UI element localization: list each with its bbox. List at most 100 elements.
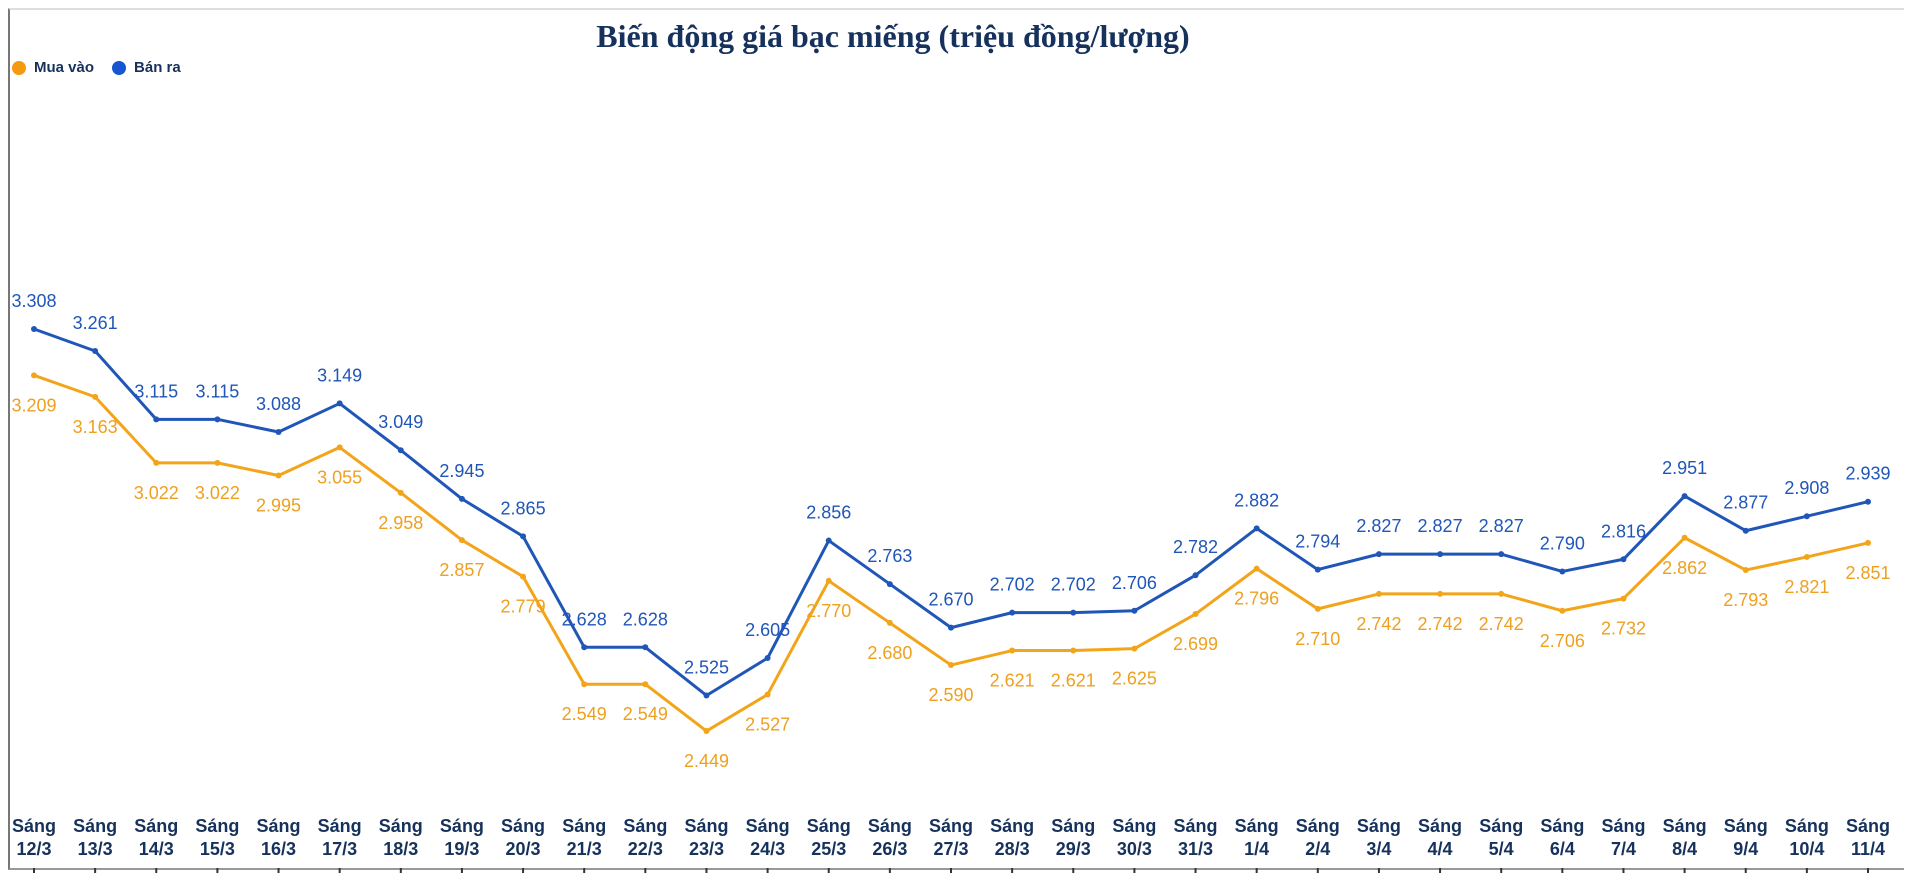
x-tick-label: Sáng 6/4 xyxy=(1540,816,1584,859)
data-point xyxy=(1375,551,1382,558)
x-tick-label: Sáng 3/4 xyxy=(1357,816,1401,859)
data-label: 2.877 xyxy=(1723,493,1768,513)
data-point xyxy=(1314,605,1321,612)
x-tick-label: Sáng 30/3 xyxy=(1112,816,1156,859)
data-point xyxy=(764,691,771,698)
data-label: 2.710 xyxy=(1295,629,1340,649)
data-point xyxy=(1070,647,1077,654)
data-point xyxy=(1803,553,1810,560)
x-tick-label: Sáng 17/3 xyxy=(318,816,362,859)
data-point xyxy=(1742,567,1749,574)
data-point xyxy=(1192,572,1199,579)
x-tick-label: Sáng 18/3 xyxy=(379,816,423,859)
series-line-ban-ra xyxy=(33,327,1869,697)
data-label: 2.951 xyxy=(1662,458,1707,478)
data-point xyxy=(581,681,588,688)
x-tick-label: Sáng 19/3 xyxy=(440,816,484,859)
data-label: 3.149 xyxy=(317,365,362,385)
data-label: 2.908 xyxy=(1784,478,1829,498)
data-point xyxy=(397,489,404,496)
x-tick-label: Sáng 14/3 xyxy=(134,816,178,859)
data-label: 2.945 xyxy=(439,461,484,481)
data-point xyxy=(703,692,710,699)
data-point xyxy=(764,655,771,662)
data-point xyxy=(1192,611,1199,618)
data-label: 2.625 xyxy=(1112,669,1157,689)
data-label: 2.742 xyxy=(1479,614,1524,634)
x-tick-label: Sáng 31/3 xyxy=(1174,816,1218,859)
data-label: 3.115 xyxy=(196,381,240,401)
x-tick-label: Sáng 9/4 xyxy=(1724,816,1768,859)
data-point xyxy=(397,447,404,454)
x-tick-label: Sáng 24/3 xyxy=(746,816,790,859)
data-point xyxy=(1070,609,1077,616)
data-point xyxy=(886,619,893,626)
x-tick-label: Sáng 28/3 xyxy=(990,816,1034,859)
x-tick-label: Sáng 1/4 xyxy=(1235,816,1279,859)
data-point xyxy=(703,728,710,735)
x-tick-label: Sáng 4/4 xyxy=(1418,816,1462,859)
data-label: 2.670 xyxy=(928,590,973,610)
data-point xyxy=(1559,568,1566,575)
data-point xyxy=(1620,595,1627,602)
data-label: 2.628 xyxy=(562,609,607,629)
x-tick-label: Sáng 7/4 xyxy=(1601,816,1645,859)
data-point xyxy=(948,662,954,669)
data-label: 2.939 xyxy=(1845,464,1890,484)
x-tick-label: Sáng 10/4 xyxy=(1785,816,1829,859)
data-label: 2.782 xyxy=(1173,537,1218,557)
data-label: 2.827 xyxy=(1356,516,1401,536)
data-label: 2.796 xyxy=(1234,589,1279,609)
data-label: 2.865 xyxy=(501,498,546,518)
data-label: 2.882 xyxy=(1234,490,1279,510)
data-point xyxy=(458,537,465,544)
data-label: 3.209 xyxy=(11,395,56,415)
data-label: 2.628 xyxy=(623,609,668,629)
data-label: 3.163 xyxy=(73,417,118,437)
data-point xyxy=(948,624,954,631)
data-label: 2.851 xyxy=(1845,563,1890,583)
data-point xyxy=(31,326,37,333)
data-label: 2.995 xyxy=(256,496,301,516)
legend-item-ban-ra: Bán ra xyxy=(112,59,181,76)
data-point xyxy=(1253,565,1260,572)
x-tick-label: Sáng 16/3 xyxy=(257,816,301,859)
data-label: 2.742 xyxy=(1418,614,1463,634)
data-label: 3.115 xyxy=(134,381,178,401)
data-label: 3.022 xyxy=(195,483,240,503)
x-tick-label: Sáng 22/3 xyxy=(623,816,667,859)
data-label: 2.621 xyxy=(1051,671,1096,691)
x-tick-label: Sáng 2/4 xyxy=(1296,816,1340,859)
data-point xyxy=(1742,527,1749,534)
legend-dot-icon xyxy=(112,60,127,75)
data-point xyxy=(1009,647,1016,654)
data-point xyxy=(520,573,527,580)
data-label: 2.549 xyxy=(623,704,668,724)
legend-dot-icon xyxy=(12,60,26,75)
data-label: 2.779 xyxy=(501,597,546,617)
x-tick-label: Sáng 27/3 xyxy=(929,816,973,859)
data-point xyxy=(1681,534,1688,541)
data-point xyxy=(275,428,282,435)
data-label: 3.261 xyxy=(73,313,118,333)
x-tick-label: Sáng 13/3 xyxy=(73,816,117,859)
x-tick-label: Sáng 25/3 xyxy=(807,816,851,859)
data-point xyxy=(153,416,160,423)
x-tick-label: Sáng 26/3 xyxy=(868,816,912,859)
data-label: 3.055 xyxy=(317,467,362,487)
data-label: 2.525 xyxy=(684,657,729,677)
data-point xyxy=(1131,607,1138,614)
data-label: 2.621 xyxy=(990,671,1035,691)
data-label: 2.856 xyxy=(806,503,851,523)
series-line-mua-vao xyxy=(33,373,1869,733)
data-point xyxy=(1437,551,1444,558)
data-label: 2.793 xyxy=(1723,590,1768,610)
data-point xyxy=(458,495,465,502)
data-label: 2.763 xyxy=(867,546,912,566)
data-label: 2.590 xyxy=(928,685,973,705)
legend-label: Mua vào xyxy=(34,59,95,76)
data-point xyxy=(1559,607,1566,614)
data-point xyxy=(214,416,221,423)
data-label: 2.742 xyxy=(1356,614,1401,634)
data-label: 2.706 xyxy=(1540,631,1585,651)
